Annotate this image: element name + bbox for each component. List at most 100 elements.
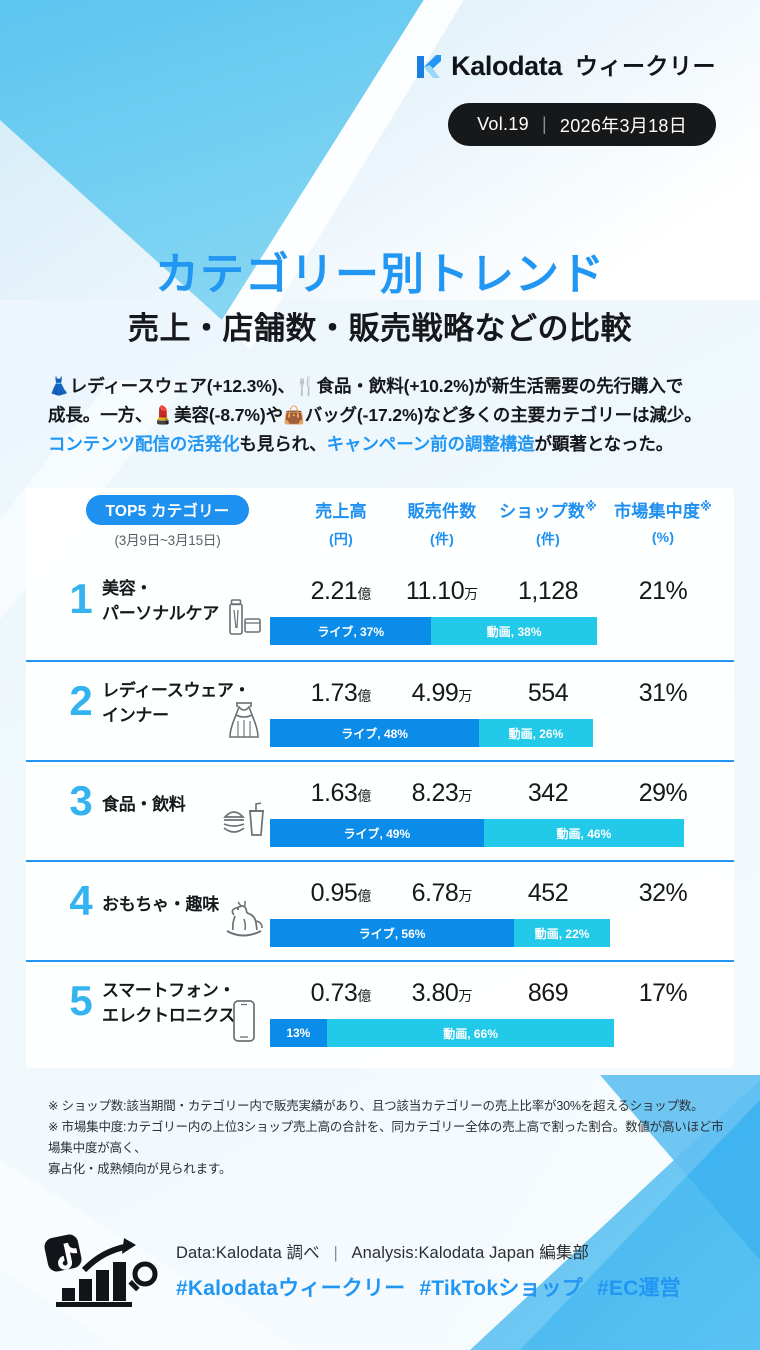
cosmetics-tube-icon (222, 596, 266, 642)
revenue-value: 0.73億 (310, 979, 372, 1007)
shop-count-value: 1,128 (517, 577, 579, 605)
page-header: Kalodata ウィークリー Vol.19 | 2026年3月18日 (0, 0, 760, 160)
market-concentration-value: 31% (638, 679, 688, 707)
page-subtitle: 売上・店舗数・販売戦略などの比較 (128, 311, 632, 346)
footnote-shop-count: ※ ショップ数:該当期間・カテゴリー内で販売実績があり、且つ該当カテゴリーの売上… (48, 1099, 704, 1113)
rank-number: 4 (69, 877, 93, 924)
revenue-value: 1.73億 (310, 679, 372, 707)
category-name: レディースウェア・ インナー (102, 681, 251, 725)
handbag-icon: 👜 (282, 405, 305, 425)
shop-count-value: 342 (527, 779, 569, 807)
category-ranking-table: TOP5 カテゴリー (3月9日~3月15日) 売上高 (円) 販売件数 (件)… (26, 488, 734, 1068)
footer-hashtags: #Kalodataウィークリー #TikTokショップ #EC運営 (176, 1272, 695, 1302)
summary-highlight-1: コンテンツ配信の活発化 (48, 434, 240, 454)
sales-count-value: 4.99万 (411, 679, 473, 707)
dress-icon (222, 698, 266, 744)
smartphone-icon (222, 998, 266, 1044)
dress-icon: 👗 (48, 376, 70, 396)
revenue-value: 0.95億 (310, 879, 372, 907)
bar-segment-live: ライブ, 56% (270, 919, 515, 947)
volume-label: Vol.19 (477, 114, 529, 134)
badge-separator: | (541, 114, 547, 134)
brand-name: Kalodata (451, 50, 562, 81)
table-header-row: TOP5 カテゴリー (3月9日~3月15日) 売上高 (円) 販売件数 (件)… (26, 488, 734, 560)
footnote-concentration-cont: 寡占化・成熟傾向が見られます。 (48, 1162, 232, 1176)
market-concentration-value: 21% (638, 577, 688, 605)
revenue-value: 1.63億 (310, 779, 372, 807)
table-row: 1 美容・ パーソナルケア 2.21億 11.10万 1,128 21% ライブ, 37% 動画… (26, 560, 734, 660)
page-title: カテゴリー別トレンド (155, 250, 605, 299)
bar-segment-video: 動画, 46% (483, 819, 685, 847)
category-name: おもちゃ・趣味 (102, 895, 219, 914)
channel-mix-bar: ライブ, 56%動画, 22%22% (270, 919, 706, 947)
summary-highlight-2: キャンペーン前の調整構造 (326, 434, 535, 454)
bar-segment-live: ライブ, 48% (270, 719, 480, 747)
rank-number: 5 (69, 977, 93, 1024)
hashtag-weekly[interactable]: #Kalodataウィークリー (176, 1277, 406, 1300)
category-name: 食品・飲料 (102, 795, 186, 814)
market-concentration-value: 17% (638, 979, 688, 1007)
top5-category-pill: TOP5 カテゴリー (86, 495, 249, 525)
summary-paragraph: 👗レディースウェア(+12.3%)、🍴食品・飲料(+10.2%)が新生活需要の先… (48, 372, 716, 459)
rank-number: 1 (69, 575, 93, 622)
summary-line3end: が顕著となった。 (534, 434, 674, 454)
category-name: スマートフォン・ エレクトロニクス (102, 981, 236, 1025)
table-row: 4 おもちゃ・趣味 0.95億 6.78万 452 32% ライブ, 56%動画, 22%2… (26, 860, 734, 960)
summary-line2a: 成長。一方、 (48, 405, 153, 425)
channel-mix-bar: ライブ, 49%動画, 46%5% (270, 819, 706, 847)
issue-date: 2026年3月18日 (559, 115, 687, 136)
footnotes: ※ ショップ数:該当期間・カテゴリー内で販売実績があり、且つ該当カテゴリーの売上… (48, 1096, 728, 1180)
summary-line1a: レディースウェア(+12.3%)、 (69, 376, 295, 396)
food-icon: 🍴 (294, 376, 317, 396)
bar-segment-live: 13% (270, 1019, 327, 1047)
brand-lockup: Kalodata ウィークリー (416, 52, 716, 80)
summary-line3mid: も見られ、 (239, 434, 327, 454)
bar-segment-live: ライブ, 49% (270, 819, 484, 847)
market-concentration-value: 29% (638, 779, 688, 807)
table-body: 1 美容・ パーソナルケア 2.21億 11.10万 1,128 21% ライブ, 37% 動画… (26, 560, 734, 1060)
bar-segment-video: 動画, 26% (479, 719, 593, 747)
footer-source-line: Data:Kalodata 調べ | Analysis:Kalodata Jap… (176, 1240, 695, 1266)
summary-line2b: 美容(-8.7%)や (174, 405, 283, 425)
bar-segment-video: 動画, 38% (431, 617, 597, 645)
date-range-label: (3月9日~3月15日) (114, 533, 221, 548)
footer-text-block: Data:Kalodata 調べ | Analysis:Kalodata Jap… (176, 1240, 695, 1302)
footnote-concentration: ※ 市場集中度:カテゴリー内の上位3ショップ売上高の合計を、同カテゴリー全体の売… (48, 1120, 724, 1155)
shop-count-value: 452 (527, 879, 569, 907)
summary-line2c: バッグ(-17.2%)など多くの主要カテゴリーは減少。 (304, 405, 702, 425)
brand-subtitle: ウィークリー (575, 52, 716, 79)
bar-segment-video: 動画, 22% (514, 919, 611, 947)
footer-data-source: Data:Kalodata 調べ (176, 1244, 320, 1262)
table-row: 5 スマートフォン・ エレクトロニクス 0.73億 3.80万 869 17% 13% 動画, … (26, 960, 734, 1060)
lipstick-icon: 💄 (152, 405, 175, 425)
rank-number: 3 (69, 777, 93, 824)
channel-mix-bar: ライブ, 48%動画, 26%商品カード, 26% (270, 719, 706, 747)
shop-count-value: 554 (527, 679, 569, 707)
summary-line1b: 食品・飲料(+10.2%)が新生活需要の先行購入で (316, 376, 684, 396)
hashtag-ec[interactable]: #EC運営 (597, 1277, 681, 1300)
rank-number: 2 (69, 677, 93, 724)
market-concentration-value: 32% (638, 879, 688, 907)
column-header-shop-count: ショップ数※ (件) (499, 499, 597, 547)
burger-drink-icon (222, 798, 266, 844)
footer-analysis-source: Analysis:Kalodata Japan 編集部 (351, 1244, 590, 1262)
sales-count-value: 6.78万 (411, 879, 473, 907)
bar-segment-video: 動画, 66% (326, 1019, 615, 1047)
column-header-market-concentration: 市場集中度※ (%) (614, 499, 712, 545)
shop-count-value: 869 (527, 979, 569, 1007)
hashtag-tiktokshop[interactable]: #TikTokショップ (419, 1277, 583, 1300)
table-row: 3 食品・飲料 1.63億 8.23万 342 29% ライブ, 49%動画, 46%5% (26, 760, 734, 860)
column-header-sales-count: 販売件数 (件) (407, 502, 477, 547)
tiktok-chart-search-icon (44, 1232, 162, 1310)
column-header-revenue: 売上高 (円) (315, 502, 367, 547)
bar-segment-live: ライブ, 37% (270, 617, 432, 645)
rocking-horse-icon (222, 898, 266, 944)
revenue-value: 2.21億 (310, 577, 372, 605)
table-row: 2 レディースウェア・ インナー 1.73億 4.99万 554 31% ライブ, 48% 動画… (26, 660, 734, 760)
sales-count-value: 8.23万 (411, 779, 473, 807)
channel-mix-bar: 13%動画, 66%21% (270, 1019, 706, 1047)
volume-date-badge: Vol.19 | 2026年3月18日 (448, 103, 716, 146)
kalodata-k-logo-icon (416, 52, 442, 80)
sales-count-value: 3.80万 (411, 979, 473, 1007)
channel-mix-bar: ライブ, 37%動画, 38%商品カード, 25% (270, 617, 706, 645)
